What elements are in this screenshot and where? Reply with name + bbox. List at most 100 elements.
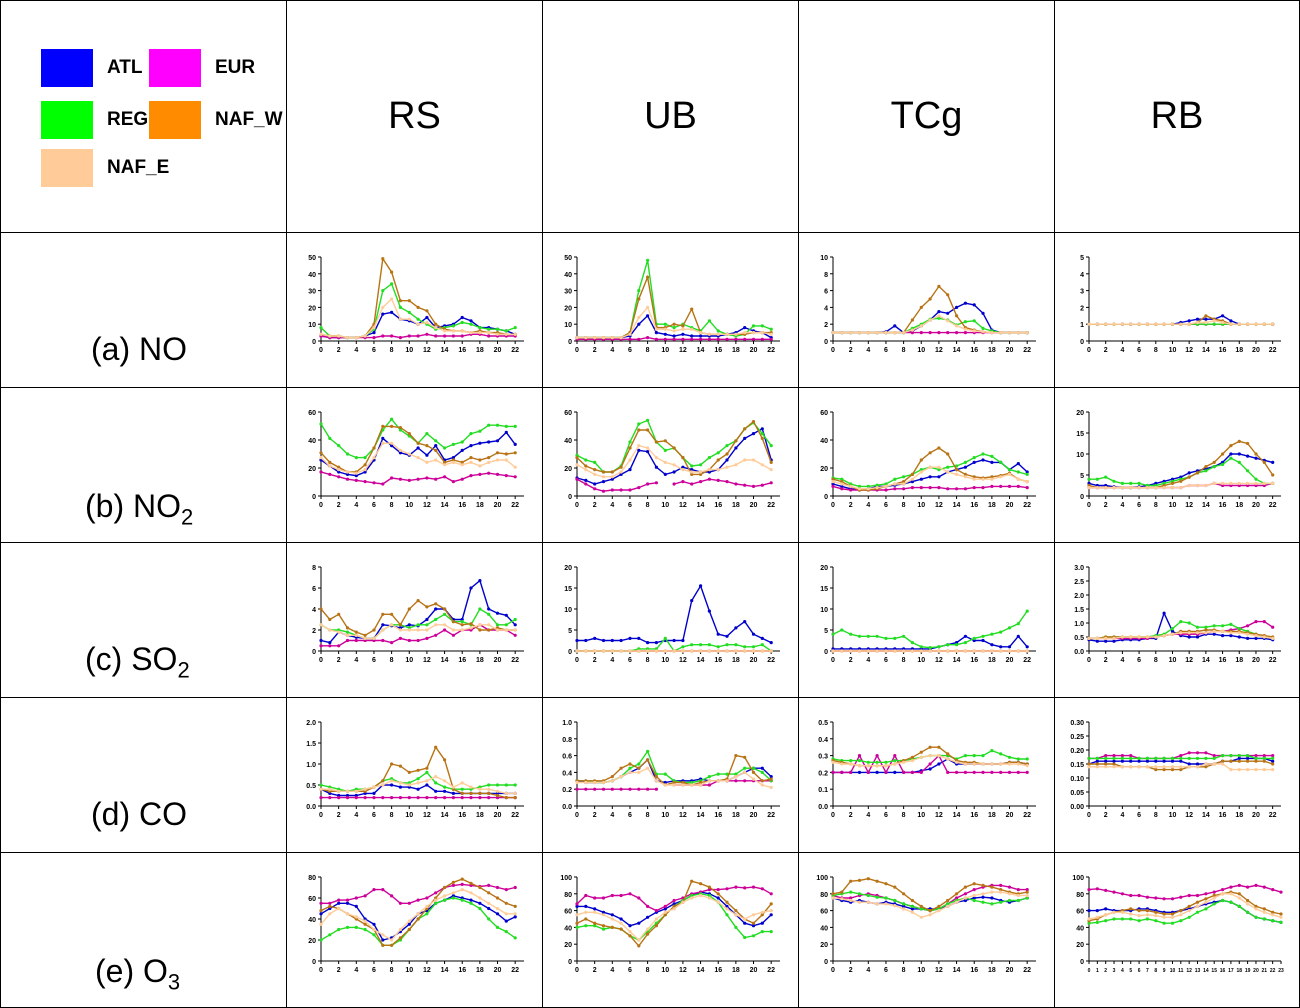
data-point-eur [425, 796, 429, 800]
data-point-atl [434, 789, 438, 793]
data-point-reg [460, 320, 464, 325]
data-point-naf_w [690, 472, 694, 476]
data-point-naf_e [910, 328, 914, 332]
x-tick-label: 16 [714, 812, 722, 819]
data-point-atl [1179, 759, 1183, 763]
data-point-reg [1237, 754, 1241, 758]
data-point-reg [434, 901, 438, 905]
data-point-naf_e [716, 779, 720, 783]
x-tick-label: 14 [953, 502, 961, 509]
data-point-naf_e [469, 785, 473, 789]
data-point-naf_w [699, 780, 703, 785]
data-point-eur [363, 894, 367, 898]
row-species: SO [131, 641, 178, 677]
data-point-naf_e [1137, 635, 1141, 639]
data-point-naf_e [443, 329, 447, 333]
data-point-naf_e [1145, 322, 1149, 326]
data-point-atl [946, 311, 950, 315]
data-point-naf_w [1221, 759, 1225, 763]
data-point-atl [469, 586, 473, 590]
data-point-eur [443, 796, 447, 800]
x-tick-label: 8 [646, 967, 650, 974]
x-tick-label: 4 [354, 502, 358, 509]
row-label-o3: (e) O3 [95, 953, 180, 995]
data-point-eur [1221, 888, 1225, 892]
data-point-atl [337, 901, 341, 905]
y-tick-label: 20 [820, 942, 828, 949]
x-tick-label: 4 [866, 812, 870, 819]
data-point-naf_w [1204, 897, 1208, 901]
data-point-atl [937, 475, 941, 479]
data-point-naf_e [628, 458, 632, 462]
y-tick-label: 40 [564, 272, 572, 279]
data-point-reg [981, 900, 985, 904]
data-point-eur [469, 796, 473, 800]
data-point-eur [919, 331, 923, 335]
x-tick-label: 6 [884, 812, 888, 819]
data-point-naf_e [946, 904, 950, 908]
y-tick-label: 20 [564, 942, 572, 949]
data-point-naf_e [1212, 481, 1216, 485]
data-point-atl [495, 611, 500, 615]
data-point-reg [963, 460, 967, 464]
row-subscript: 2 [181, 504, 194, 530]
data-point-eur [1104, 888, 1108, 892]
data-point-reg [416, 777, 420, 781]
x-tick-label: 8 [1154, 812, 1158, 819]
x-tick-label: 20 [750, 502, 758, 509]
x-tick-label: 18 [732, 657, 740, 664]
y-tick-label: 20 [308, 305, 316, 312]
x-tick-label: 22 [511, 812, 519, 819]
data-point-reg [972, 898, 976, 903]
data-point-reg [1170, 756, 1175, 760]
data-point-reg [1195, 910, 1200, 914]
data-point-atl [345, 901, 350, 905]
row-label-cell-so2: (c) SO2 [0, 542, 287, 698]
data-point-atl [1221, 634, 1225, 638]
data-point-naf_e [328, 912, 332, 916]
data-point-naf_w [1254, 904, 1258, 908]
legend-item-naf-e: NAF_E [41, 149, 169, 187]
data-point-eur [1187, 893, 1191, 898]
chart-co-rs: 0.00.51.01.52.00 2 4 6 8 10 12 14 16 18 20 22 [306, 720, 524, 819]
y-tick-label: 5 [1080, 255, 1084, 262]
data-point-naf_e [928, 913, 932, 917]
x-tick-label: 10 [1169, 347, 1177, 354]
data-point-reg [910, 641, 914, 645]
data-point-reg [1271, 919, 1275, 923]
data-point-naf_e [390, 297, 394, 301]
data-point-reg [513, 326, 517, 330]
data-point-eur [743, 886, 747, 890]
data-point-naf_w [1170, 481, 1175, 485]
y-tick-label: 3.0 [1074, 565, 1084, 572]
data-point-naf_e [690, 327, 694, 331]
y-tick-label: 2 [1080, 305, 1084, 312]
data-point-naf_e [1179, 913, 1183, 917]
data-point-atl [972, 896, 976, 900]
data-point-eur [1025, 486, 1029, 490]
data-point-reg [513, 936, 517, 940]
data-point-reg [849, 632, 853, 636]
data-point-reg [743, 935, 747, 940]
data-point-naf_w [451, 458, 455, 462]
data-point-naf_e [1112, 910, 1116, 914]
data-point-naf_e [381, 441, 385, 445]
data-point-atl [1195, 317, 1200, 321]
column-header-rb: RB [1054, 0, 1300, 233]
data-point-naf_e [831, 649, 835, 653]
x-tick-label: 6 [884, 502, 888, 509]
data-point-eur [416, 898, 420, 902]
chart-cell-co-ub: 0.0 0.2 0.4 0.6 0.8 1.0 0 2 4 6 8 10 12 14 16 18 20 22 [542, 697, 799, 854]
data-point-atl [955, 305, 959, 309]
x-tick-label: 2 [337, 347, 341, 354]
data-point-atl [699, 584, 703, 588]
data-point-atl [584, 478, 588, 482]
data-point-naf_w [513, 904, 517, 908]
data-point-eur [619, 787, 623, 791]
data-point-eur [1170, 897, 1175, 901]
data-point-eur [345, 638, 350, 643]
x-tick-label: 12 [679, 502, 687, 509]
x-tick-label: 12 [935, 502, 943, 509]
data-point-naf_w [751, 770, 756, 774]
